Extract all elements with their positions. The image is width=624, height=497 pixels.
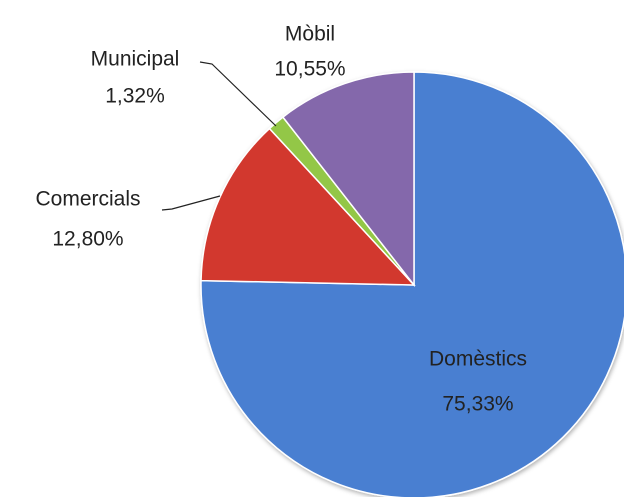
pie-slice (200, 127, 416, 286)
leader-line (199, 61, 277, 127)
value-label: 75,33% (442, 393, 513, 416)
pie-slice (281, 71, 415, 288)
slice-label: Mòbil (285, 23, 335, 46)
value-label: 12,80% (52, 228, 123, 251)
slice-label: Municipal (91, 48, 180, 71)
pie (200, 71, 624, 497)
pie-slice (200, 71, 624, 497)
slice-label: Comercials (35, 188, 140, 211)
value-label: 1,32% (105, 85, 165, 108)
value-label: 10,55% (274, 58, 345, 81)
slice-label: Domèstics (429, 348, 527, 371)
leader-line (161, 195, 221, 211)
